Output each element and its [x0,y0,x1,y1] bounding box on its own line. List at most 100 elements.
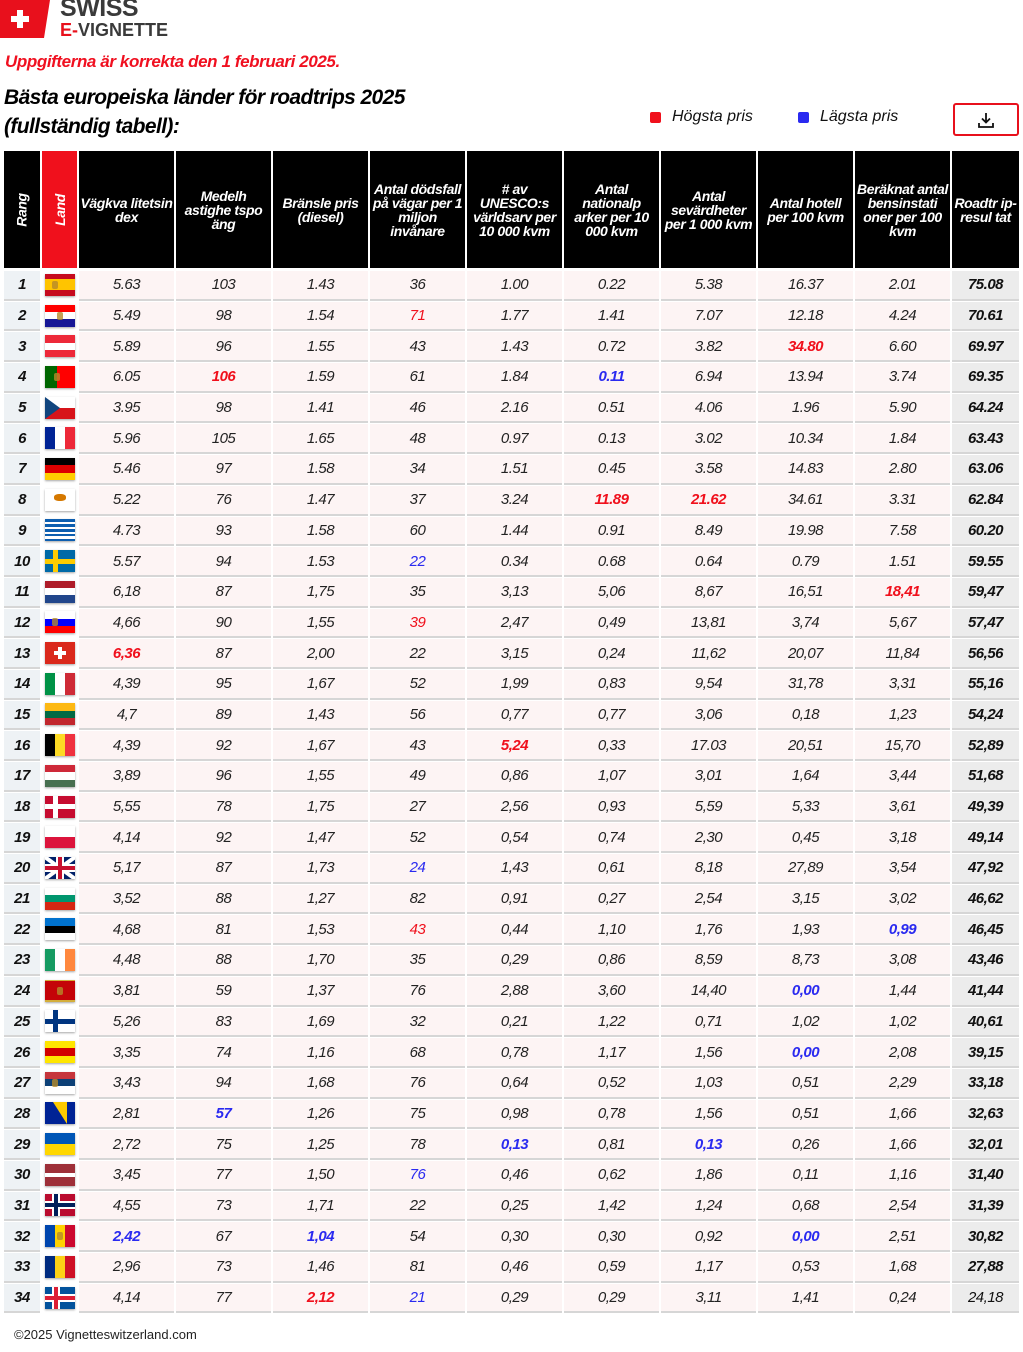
rank-cell: 29 [4,1130,40,1158]
value-cell: 35 [370,577,465,606]
value-cell: 76 [370,1068,465,1097]
value-cell: 0,92 [661,1222,756,1250]
rank-cell: 27 [4,1068,40,1097]
value-cell: 96 [176,332,271,361]
column-header[interactable]: Antal sevärdheter per 1 000 kvm [661,151,756,268]
value-cell: 73 [176,1191,271,1220]
table-row: 31 4,55 73 1,71 22 0,25 1,42 1,24 0,68 2,54 31,39 [4,1191,1019,1220]
column-header-label: Antal dödsfall på vägar per 1 miljon inv… [372,180,463,239]
country-flag-cell [42,884,77,913]
value-cell: 1,25 [273,1130,368,1158]
table-row: 19 4,14 92 1,47 52 0,54 0,74 2,30 0,45 3,18 49,14 [4,823,1019,852]
column-header[interactable]: Medelh astighe tspo äng [176,151,271,268]
value-cell: 0,24 [564,639,659,667]
value-cell: 0,74 [564,823,659,852]
value-cell: 1,66 [855,1099,950,1128]
value-cell: 54 [370,1222,465,1250]
value-cell: 1,55 [273,608,368,637]
legend-high-label: Högsta pris [672,108,753,125]
column-header[interactable]: Antal dödsfall på vägar per 1 miljon inv… [370,151,465,268]
value-cell: 1,42 [564,1191,659,1220]
value-cell: 1,70 [273,946,368,974]
table-row: 20 5,17 87 1,73 24 1,43 0,61 8,18 27,89 3,54 47,92 [4,854,1019,882]
value-cell: 1.96 [758,393,853,422]
value-cell: 1,69 [273,1007,368,1036]
column-header[interactable]: Beräknat antal bensinstati oner per 100 … [855,151,950,268]
download-button[interactable] [953,103,1019,136]
value-cell: 0,77 [564,700,659,729]
country-flag-cell [42,639,77,667]
value-cell: 98 [176,301,271,330]
column-header-label: Bränsle pris (diesel) [282,194,359,225]
table-row: 11 6,18 87 1,75 35 3,13 5,06 8,67 16,51 18,41 59,4… [4,577,1019,606]
rank-cell: 18 [4,792,40,821]
value-cell: 1,67 [273,669,368,698]
table-row: 15 4,7 89 1,43 56 0,77 0,77 3,06 0,18 1,23 54,24 [4,700,1019,729]
value-cell: 0,29 [467,946,562,974]
value-cell: 5.46 [79,455,174,483]
score-cell: 60.20 [952,516,1019,545]
value-cell: 5,55 [79,792,174,821]
table-row: 4 6.05 106 1.59 61 1.84 0.11 6.94 13.94 3.74 69.35 [4,363,1019,391]
value-cell: 1,03 [661,1068,756,1097]
score-cell: 49,14 [952,823,1019,852]
value-cell: 0,68 [758,1191,853,1220]
value-cell: 5,24 [467,731,562,759]
value-cell: 0,30 [467,1222,562,1250]
column-header[interactable]: Rang [4,151,40,268]
flag-si-icon [44,611,75,634]
column-header[interactable]: Bränsle pris (diesel) [273,151,368,268]
country-flag-cell [42,1222,77,1250]
score-cell: 40,61 [952,1007,1019,1036]
value-cell: 59 [176,976,271,1005]
value-cell: 1,22 [564,1007,659,1036]
value-cell: 27 [370,792,465,821]
country-flag-cell [42,332,77,361]
value-cell: 68 [370,1038,465,1066]
value-cell: 34 [370,455,465,483]
country-flag-cell [42,577,77,606]
value-cell: 1,66 [855,1130,950,1158]
value-cell: 2,08 [855,1038,950,1066]
value-cell: 0,26 [758,1130,853,1158]
flag-dk-icon [44,795,75,818]
column-header[interactable]: Antal hotell per 100 kvm [758,151,853,268]
score-cell: 24,18 [952,1283,1019,1312]
value-cell: 81 [370,1253,465,1281]
column-header[interactable]: Land [42,151,77,268]
country-flag-cell [42,1007,77,1036]
value-cell: 2,51 [855,1222,950,1250]
value-cell: 0,61 [564,854,659,882]
score-cell: 39,15 [952,1038,1019,1066]
column-header[interactable]: # av UNESCO:s världsarv per 10 000 kvm [467,151,562,268]
flag-ro-icon [44,1255,75,1278]
table-row: 5 3.95 98 1.41 46 2.16 0.51 4.06 1.96 5.90 64.24 [4,393,1019,422]
value-cell: 3.58 [661,455,756,483]
table-row: 16 4,39 92 1,67 43 5,24 0,33 17.03 20,51 15,70 52,… [4,731,1019,759]
score-cell: 27,88 [952,1253,1019,1281]
flag-ba-icon [44,1102,75,1125]
flag-fi-icon [44,1010,75,1033]
value-cell: 1,27 [273,884,368,913]
value-cell: 4,14 [79,823,174,852]
table-row: 21 3,52 88 1,27 82 0,91 0,27 2,54 3,15 3,02 46,62 [4,884,1019,913]
value-cell: 2,88 [467,976,562,1005]
column-header[interactable]: Roadtr ip-resul tat [952,151,1019,268]
value-cell: 1.59 [273,363,368,391]
value-cell: 9,54 [661,669,756,698]
value-cell: 0,46 [467,1253,562,1281]
value-cell: 3,31 [855,669,950,698]
value-cell: 36 [370,271,465,299]
rank-cell: 15 [4,700,40,729]
value-cell: 1,17 [661,1253,756,1281]
score-cell: 30,82 [952,1222,1019,1250]
value-cell: 22 [370,1191,465,1220]
value-cell: 11.89 [564,485,659,514]
value-cell: 8.49 [661,516,756,545]
country-flag-cell [42,455,77,483]
column-header[interactable]: Antal nationalp arker per 10 000 kvm [564,151,659,268]
rank-cell: 17 [4,762,40,790]
column-header[interactable]: Vägkva litetsin dex [79,151,174,268]
value-cell: 1,68 [273,1068,368,1097]
value-cell: 20,51 [758,731,853,759]
